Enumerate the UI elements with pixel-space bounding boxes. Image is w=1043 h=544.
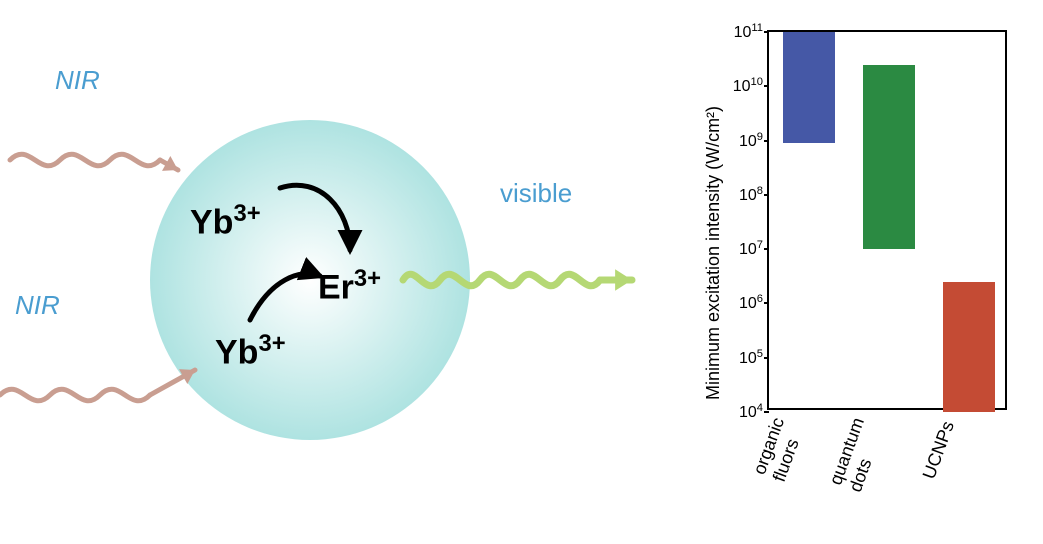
bar <box>783 32 836 143</box>
y-tick-label: 104 <box>739 402 769 422</box>
y-axis-label: Minimum excitation intensity (W/cm²) <box>703 106 724 400</box>
x-tick-label: organicfluors <box>749 415 809 485</box>
x-tick-label: UCNPs <box>918 418 958 482</box>
nir-label: NIR <box>15 290 60 321</box>
upconversion-diagram: NIR NIR visible Yb3+ Er3+ Yb3+ <box>0 0 680 539</box>
bar <box>943 282 996 412</box>
y-tick-label: 1010 <box>733 76 769 96</box>
ion-label: Yb3+ <box>190 200 261 242</box>
intensity-chart: 104 105 106 107 108 109 1010 1011 organicfluors q… <box>683 20 1023 520</box>
nir-label: NIR <box>55 65 100 96</box>
y-tick-label: 107 <box>739 239 769 259</box>
plot-box: 10410510610710810910101011organicfluorsq… <box>767 30 1007 410</box>
ion-label: Yb3+ <box>215 330 286 372</box>
visible-label: visible <box>500 178 572 209</box>
y-tick-label: 106 <box>739 293 769 313</box>
y-tick-label: 109 <box>739 130 769 150</box>
bar <box>863 65 916 250</box>
x-tick-label: quantumdots <box>825 415 888 495</box>
y-tick-label: 1011 <box>734 22 769 42</box>
ion-label: Er3+ <box>318 265 381 307</box>
y-tick-label: 108 <box>739 185 769 205</box>
y-tick-label: 105 <box>739 348 769 368</box>
